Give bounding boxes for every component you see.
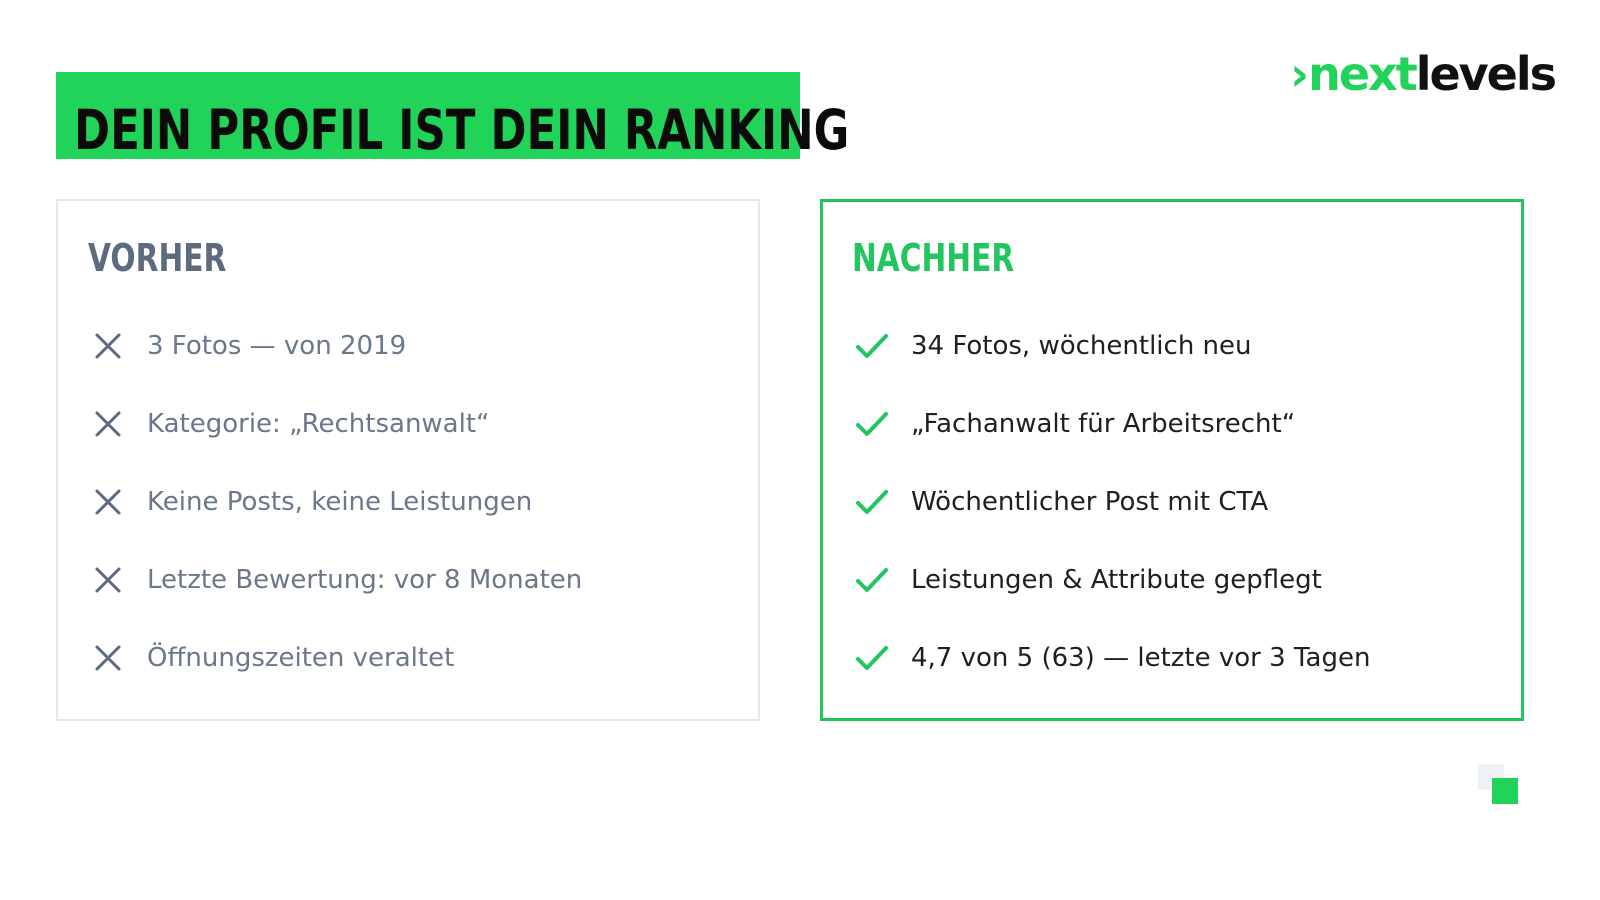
before-card: VORHER 3 Fotos — von 2019 Kategorie: „Re… xyxy=(56,199,760,721)
after-item-label: Wöchentlicher Post mit CTA xyxy=(911,487,1269,517)
x-icon xyxy=(88,638,128,678)
after-item: Leistungen & Attribute gepflegt xyxy=(852,541,1370,619)
x-icon xyxy=(88,326,128,366)
after-list: 34 Fotos, wöchentlich neu „Fachanwalt fü… xyxy=(852,307,1370,697)
check-icon xyxy=(852,560,892,600)
logo-text-levels: levels xyxy=(1415,47,1557,101)
logo-text-next: next xyxy=(1308,47,1418,101)
after-item-label: „Fachanwalt für Arbeitsrecht“ xyxy=(911,409,1296,439)
title-banner: DEIN PROFIL IST DEIN RANKING xyxy=(56,72,849,159)
after-item: 34 Fotos, wöchentlich neu xyxy=(852,307,1370,385)
before-item: Öffnungszeiten veraltet xyxy=(88,619,582,697)
before-item: Kategorie: „Rechtsanwalt“ xyxy=(88,385,582,463)
before-item-label: Letzte Bewertung: vor 8 Monaten xyxy=(147,565,583,595)
check-icon xyxy=(852,482,892,522)
check-icon xyxy=(852,404,892,444)
before-item: Keine Posts, keine Leistungen xyxy=(88,463,582,541)
before-list: 3 Fotos — von 2019 Kategorie: „Rechtsanw… xyxy=(88,307,582,697)
x-icon xyxy=(88,482,128,522)
after-item-label: 34 Fotos, wöchentlich neu xyxy=(911,331,1252,361)
before-heading: VORHER xyxy=(88,236,227,280)
before-item-label: Keine Posts, keine Leistungen xyxy=(147,487,533,517)
after-item: Wöchentlicher Post mit CTA xyxy=(852,463,1370,541)
page-title: DEIN PROFIL IST DEIN RANKING xyxy=(74,98,850,162)
check-icon xyxy=(852,638,892,678)
logo-chevron: › xyxy=(1290,47,1309,101)
before-item: Letzte Bewertung: vor 8 Monaten xyxy=(88,541,582,619)
after-heading: NACHHER xyxy=(852,236,1015,280)
before-item: 3 Fotos — von 2019 xyxy=(88,307,582,385)
before-item-label: 3 Fotos — von 2019 xyxy=(147,331,407,361)
brand-logo: › next levels xyxy=(1290,44,1557,104)
before-item-label: Kategorie: „Rechtsanwalt“ xyxy=(147,409,490,439)
check-icon xyxy=(852,326,892,366)
decorative-square-green xyxy=(1492,778,1518,804)
before-item-label: Öffnungszeiten veraltet xyxy=(147,643,455,673)
x-icon xyxy=(88,560,128,600)
after-card: NACHHER 34 Fotos, wöchentlich neu „Facha… xyxy=(820,199,1524,721)
after-item-label: Leistungen & Attribute gepflegt xyxy=(911,565,1322,595)
x-icon xyxy=(88,404,128,444)
after-item-label: 4,7 von 5 (63) — letzte vor 3 Tagen xyxy=(911,643,1371,673)
after-item: 4,7 von 5 (63) — letzte vor 3 Tagen xyxy=(852,619,1370,697)
after-item: „Fachanwalt für Arbeitsrecht“ xyxy=(852,385,1370,463)
